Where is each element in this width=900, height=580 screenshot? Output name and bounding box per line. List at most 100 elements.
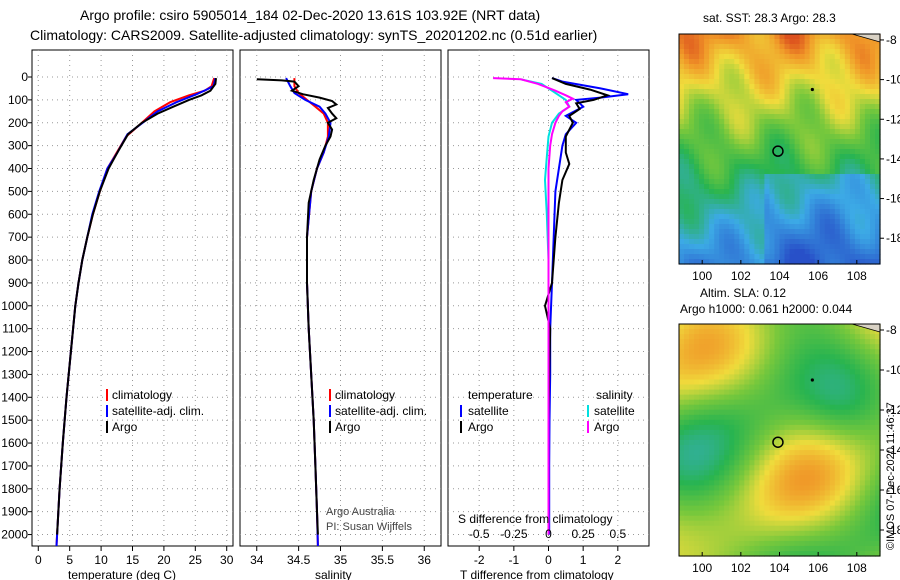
map-cell xyxy=(804,69,811,75)
map-cell xyxy=(870,74,876,80)
map-cell xyxy=(844,119,851,125)
map-cell xyxy=(729,545,735,552)
map-cell xyxy=(870,495,876,502)
map-cell xyxy=(679,79,685,85)
map-cell xyxy=(799,515,806,522)
map-cell xyxy=(769,139,776,145)
map-cell xyxy=(679,480,685,486)
map-cell xyxy=(819,535,826,542)
map-cell xyxy=(744,520,750,527)
map-cell xyxy=(694,124,700,130)
map-cell xyxy=(764,219,770,225)
map-cell xyxy=(744,199,750,205)
map-cell xyxy=(734,79,740,85)
map-cell xyxy=(875,64,881,70)
map-cell xyxy=(734,219,740,225)
map-cell xyxy=(829,455,836,461)
map-cell xyxy=(689,229,695,235)
map-cell xyxy=(694,379,700,386)
map-cell xyxy=(719,354,725,360)
map-cell xyxy=(794,144,801,150)
map-cell xyxy=(809,89,816,95)
map-cell xyxy=(829,389,836,396)
map-cell xyxy=(704,214,710,220)
map-cell xyxy=(769,500,776,507)
map-cell xyxy=(694,520,700,527)
map-cell xyxy=(849,94,856,100)
map-cell xyxy=(814,44,821,50)
map-lon-label: 106 xyxy=(808,561,828,575)
map-cell xyxy=(849,530,856,537)
map-cell xyxy=(774,495,781,502)
map-cell xyxy=(679,520,685,527)
map-cell xyxy=(684,134,690,140)
map-cell xyxy=(859,419,866,426)
map-cell xyxy=(734,510,740,517)
map-cell xyxy=(824,525,831,532)
map-cell xyxy=(844,404,851,411)
map-cell xyxy=(729,334,735,340)
map-cell xyxy=(754,465,760,471)
map-cell xyxy=(864,254,871,260)
map-cell xyxy=(679,134,685,140)
map-cell xyxy=(724,59,730,65)
map-cell xyxy=(824,34,831,40)
map-cell xyxy=(724,520,730,527)
map-cell xyxy=(709,349,715,355)
map-cell xyxy=(824,234,831,240)
map-cell xyxy=(699,44,705,50)
map-cell xyxy=(699,419,705,426)
map-cell xyxy=(809,465,816,471)
map-cell xyxy=(794,259,801,265)
map-cell xyxy=(684,530,690,537)
map-cell xyxy=(729,139,735,145)
map-cell xyxy=(754,179,760,185)
map-cell xyxy=(744,510,750,517)
map-cell xyxy=(859,129,866,135)
map-cell xyxy=(839,394,846,401)
map-cell xyxy=(824,124,831,130)
map-cell xyxy=(749,129,755,135)
map-cell xyxy=(689,409,695,416)
map-cell xyxy=(719,259,725,265)
map-cell xyxy=(744,495,750,502)
map-cell xyxy=(859,329,866,335)
map-cell xyxy=(784,465,791,471)
map-cell xyxy=(754,515,760,522)
map-cell xyxy=(804,379,811,386)
map-cell xyxy=(699,465,705,471)
map-cell xyxy=(749,89,755,95)
map-cell xyxy=(799,354,806,360)
map-cell xyxy=(724,344,730,350)
map-cell xyxy=(809,424,816,431)
map-cell xyxy=(854,450,861,456)
map-cell xyxy=(699,490,705,496)
map-cell xyxy=(684,99,690,105)
map-cell xyxy=(744,254,750,260)
map-cell xyxy=(794,49,801,55)
map-cell xyxy=(849,209,856,215)
map-cell xyxy=(819,209,826,215)
map-cell xyxy=(789,530,796,537)
map-cell xyxy=(719,234,725,240)
map-cell xyxy=(754,535,760,542)
map-cell xyxy=(744,535,750,542)
map-cell xyxy=(744,470,750,476)
map-cell xyxy=(859,545,866,552)
map-cell xyxy=(779,174,786,180)
map-cell xyxy=(794,399,801,406)
map-cell xyxy=(854,179,861,185)
map-cell xyxy=(739,44,745,50)
map-cell xyxy=(849,329,856,335)
map-cell xyxy=(749,224,755,230)
map-cell xyxy=(870,39,876,45)
map-cell xyxy=(784,535,791,542)
map-cell xyxy=(714,94,720,100)
map-cell xyxy=(749,520,755,527)
map-cell xyxy=(754,500,760,507)
map-cell xyxy=(814,84,821,90)
map-cell xyxy=(844,99,851,105)
map-cell xyxy=(839,129,846,135)
map-cell xyxy=(709,224,715,230)
map-cell xyxy=(819,505,826,512)
